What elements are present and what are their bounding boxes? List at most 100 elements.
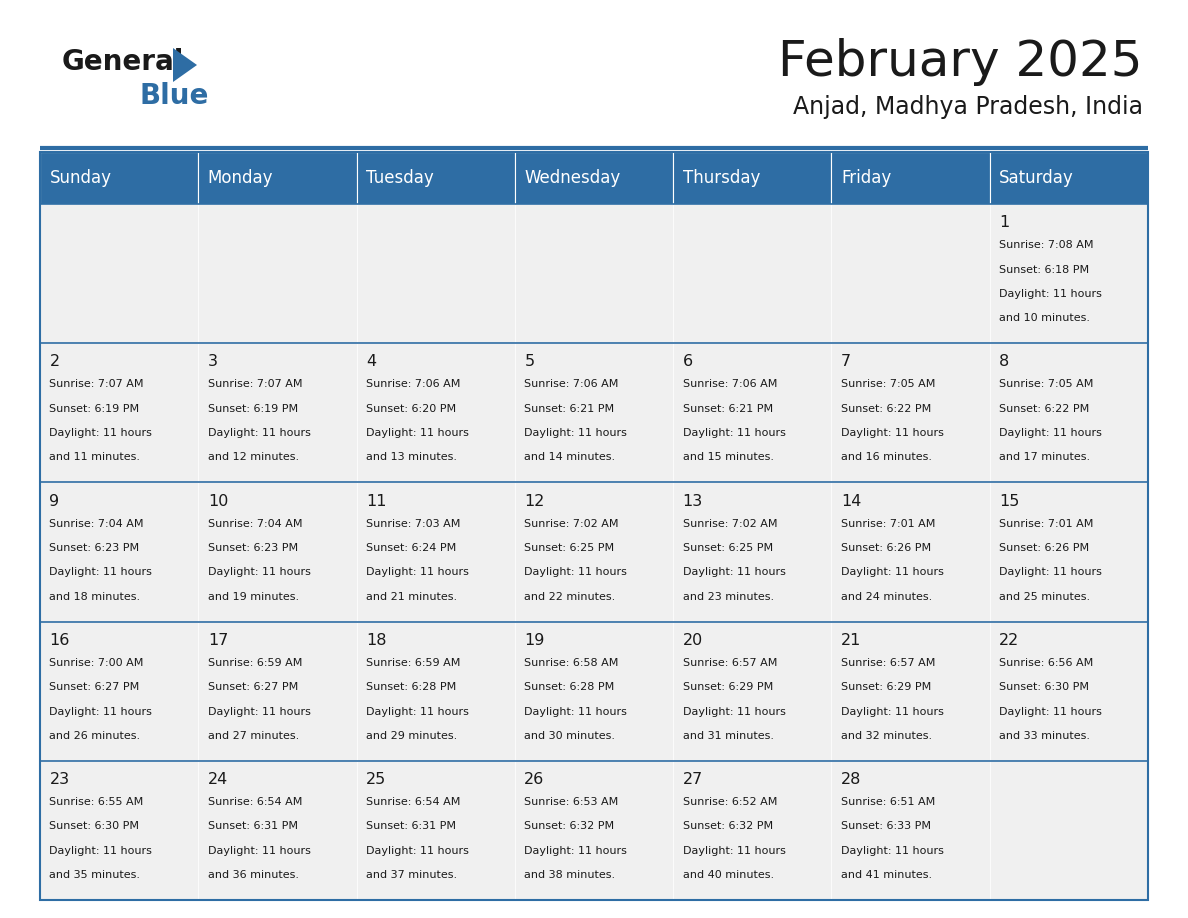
Text: Sunrise: 6:59 AM: Sunrise: 6:59 AM [208, 658, 302, 667]
Text: and 29 minutes.: and 29 minutes. [366, 731, 457, 741]
Bar [356, 761, 514, 900]
Text: and 35 minutes.: and 35 minutes. [50, 870, 140, 880]
Text: and 41 minutes.: and 41 minutes. [841, 870, 933, 880]
Text: General: General [62, 48, 184, 76]
Bar [514, 343, 674, 482]
Polygon shape [173, 48, 197, 82]
Bar [990, 621, 1148, 761]
Text: Sunrise: 7:01 AM: Sunrise: 7:01 AM [841, 519, 935, 529]
Bar [990, 152, 1148, 204]
Text: Sunrise: 7:05 AM: Sunrise: 7:05 AM [999, 379, 1094, 389]
Text: Sunrise: 7:06 AM: Sunrise: 7:06 AM [683, 379, 777, 389]
Bar [674, 343, 832, 482]
Text: Daylight: 11 hours: Daylight: 11 hours [208, 707, 310, 717]
Text: 24: 24 [208, 772, 228, 787]
Text: Sunset: 6:33 PM: Sunset: 6:33 PM [841, 822, 931, 832]
Text: Daylight: 11 hours: Daylight: 11 hours [683, 567, 785, 577]
Text: and 32 minutes.: and 32 minutes. [841, 731, 933, 741]
Text: Sunset: 6:28 PM: Sunset: 6:28 PM [524, 682, 614, 692]
Text: and 21 minutes.: and 21 minutes. [366, 592, 457, 601]
Text: Sunset: 6:32 PM: Sunset: 6:32 PM [524, 822, 614, 832]
Text: and 40 minutes.: and 40 minutes. [683, 870, 773, 880]
Text: Sunrise: 6:56 AM: Sunrise: 6:56 AM [999, 658, 1093, 667]
Text: Sunset: 6:25 PM: Sunset: 6:25 PM [524, 543, 614, 553]
Bar [356, 343, 514, 482]
Text: 6: 6 [683, 354, 693, 369]
Bar [674, 761, 832, 900]
Text: Sunset: 6:26 PM: Sunset: 6:26 PM [841, 543, 931, 553]
Text: 18: 18 [366, 633, 386, 648]
Text: Sunrise: 7:04 AM: Sunrise: 7:04 AM [50, 519, 144, 529]
Text: Sunrise: 6:53 AM: Sunrise: 6:53 AM [524, 797, 619, 807]
Text: Monday: Monday [208, 169, 273, 187]
Text: 19: 19 [524, 633, 545, 648]
Bar [990, 482, 1148, 621]
Bar [198, 482, 356, 621]
Text: and 24 minutes.: and 24 minutes. [841, 592, 933, 601]
Bar [514, 482, 674, 621]
Text: Daylight: 11 hours: Daylight: 11 hours [683, 428, 785, 438]
Text: Daylight: 11 hours: Daylight: 11 hours [999, 289, 1102, 299]
Text: Sunrise: 7:02 AM: Sunrise: 7:02 AM [524, 519, 619, 529]
Text: and 27 minutes.: and 27 minutes. [208, 731, 299, 741]
Text: Daylight: 11 hours: Daylight: 11 hours [208, 428, 310, 438]
Text: 7: 7 [841, 354, 851, 369]
Text: Sunset: 6:25 PM: Sunset: 6:25 PM [683, 543, 772, 553]
Text: Sunrise: 7:07 AM: Sunrise: 7:07 AM [208, 379, 302, 389]
Text: and 36 minutes.: and 36 minutes. [208, 870, 299, 880]
Text: 14: 14 [841, 494, 861, 509]
Text: Sunrise: 6:55 AM: Sunrise: 6:55 AM [50, 797, 144, 807]
Bar [40, 482, 198, 621]
Text: and 37 minutes.: and 37 minutes. [366, 870, 457, 880]
Text: Daylight: 11 hours: Daylight: 11 hours [999, 428, 1102, 438]
Text: 20: 20 [683, 633, 703, 648]
Bar [198, 343, 356, 482]
Text: Daylight: 11 hours: Daylight: 11 hours [524, 845, 627, 856]
Text: Friday: Friday [841, 169, 891, 187]
Bar [832, 621, 990, 761]
Text: 11: 11 [366, 494, 386, 509]
Text: Sunrise: 7:06 AM: Sunrise: 7:06 AM [366, 379, 461, 389]
Text: Sunset: 6:24 PM: Sunset: 6:24 PM [366, 543, 456, 553]
Text: 16: 16 [50, 633, 70, 648]
Text: Sunrise: 6:57 AM: Sunrise: 6:57 AM [841, 658, 935, 667]
Text: Wednesday: Wednesday [524, 169, 620, 187]
Text: Anjad, Madhya Pradesh, India: Anjad, Madhya Pradesh, India [794, 95, 1143, 119]
Text: 3: 3 [208, 354, 217, 369]
Text: 17: 17 [208, 633, 228, 648]
Text: Sunset: 6:32 PM: Sunset: 6:32 PM [683, 822, 772, 832]
Text: Sunset: 6:21 PM: Sunset: 6:21 PM [524, 404, 614, 414]
Text: Sunset: 6:27 PM: Sunset: 6:27 PM [208, 682, 298, 692]
Text: Sunset: 6:29 PM: Sunset: 6:29 PM [683, 682, 773, 692]
Bar [356, 482, 514, 621]
Text: 4: 4 [366, 354, 377, 369]
Bar [990, 761, 1148, 900]
Bar [514, 152, 674, 204]
Bar [674, 204, 832, 343]
Text: 2: 2 [50, 354, 59, 369]
Text: Daylight: 11 hours: Daylight: 11 hours [524, 428, 627, 438]
Text: and 33 minutes.: and 33 minutes. [999, 731, 1091, 741]
Text: and 16 minutes.: and 16 minutes. [841, 453, 931, 463]
Text: Sunrise: 7:05 AM: Sunrise: 7:05 AM [841, 379, 935, 389]
Text: and 25 minutes.: and 25 minutes. [999, 592, 1091, 601]
Bar [832, 343, 990, 482]
Bar [832, 482, 990, 621]
Bar [198, 761, 356, 900]
Bar [40, 152, 1148, 900]
Bar [514, 761, 674, 900]
Text: Daylight: 11 hours: Daylight: 11 hours [208, 845, 310, 856]
Bar [40, 621, 198, 761]
Text: Daylight: 11 hours: Daylight: 11 hours [841, 707, 943, 717]
Text: Sunrise: 7:00 AM: Sunrise: 7:00 AM [50, 658, 144, 667]
Text: and 17 minutes.: and 17 minutes. [999, 453, 1091, 463]
Text: Sunrise: 7:02 AM: Sunrise: 7:02 AM [683, 519, 777, 529]
Text: and 11 minutes.: and 11 minutes. [50, 453, 140, 463]
Text: Daylight: 11 hours: Daylight: 11 hours [50, 845, 152, 856]
Text: Saturday: Saturday [999, 169, 1074, 187]
Text: Sunrise: 7:06 AM: Sunrise: 7:06 AM [524, 379, 619, 389]
Bar [356, 621, 514, 761]
Text: and 12 minutes.: and 12 minutes. [208, 453, 299, 463]
Text: 5: 5 [524, 354, 535, 369]
Bar [832, 761, 990, 900]
